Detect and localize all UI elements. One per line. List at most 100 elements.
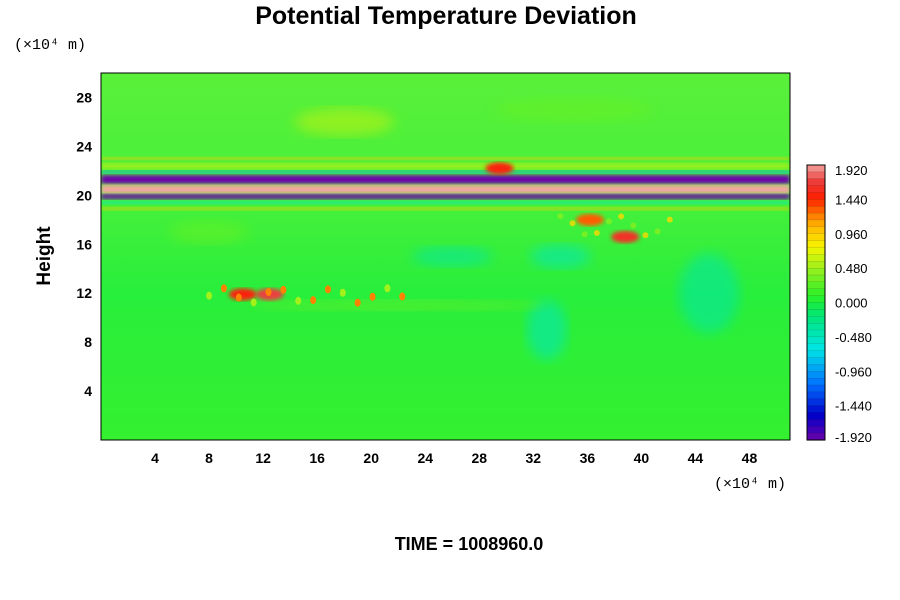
- field-filament: [581, 231, 588, 238]
- field-band: [101, 194, 790, 200]
- colorbar-swatch: [806, 309, 826, 317]
- y-tick-label: 28: [76, 89, 92, 105]
- chart-title: Potential Temperature Deviation: [255, 2, 637, 30]
- field-filament: [593, 230, 600, 237]
- colorbar-swatch: [806, 295, 826, 304]
- field-band-edge: [101, 170, 790, 174]
- colorbar-swatch: [806, 240, 826, 249]
- colorbar-swatch: [806, 164, 826, 173]
- field-filament: [235, 293, 242, 302]
- colorbar-labels: 1.920 1.440 0.960 0.480 0.000 -0.480 -0.960 -1.…: [835, 163, 872, 445]
- colorbar-swatch: [806, 350, 826, 359]
- x-tick-label: 12: [255, 450, 271, 466]
- colorbar-swatch: [806, 212, 826, 221]
- plot-frame: [100, 72, 791, 441]
- field-band: [101, 184, 790, 194]
- field-hotspot: [228, 288, 257, 301]
- x-tick-labels: 4 8 12 16 20 24 28 32 36 40 44 48: [151, 450, 757, 466]
- field-band-edge: [101, 201, 790, 205]
- colorbar: [806, 164, 826, 441]
- field-filament: [642, 232, 649, 239]
- x-tick-label: 40: [634, 450, 650, 466]
- colorbar-swatch: [806, 199, 826, 207]
- y-axis-label: Height: [34, 226, 55, 286]
- colorbar-swatch: [806, 274, 826, 283]
- field-filament: [666, 216, 673, 223]
- y-tick-label: 16: [76, 236, 92, 252]
- field-filament: [605, 218, 612, 225]
- x-tick-label: 20: [363, 450, 379, 466]
- colorbar-swatch: [806, 247, 826, 256]
- colorbar-swatch: [806, 426, 826, 434]
- field-soft-patch: [169, 220, 250, 245]
- field-filament: [250, 298, 257, 307]
- x-axis-unit: (×10⁴ m): [714, 476, 786, 493]
- field-filament: [280, 285, 287, 294]
- colorbar-swatch: [806, 316, 826, 324]
- x-tick-label: 48: [742, 450, 758, 466]
- colorbar-swatch: [806, 219, 826, 228]
- colorbar-swatch: [806, 206, 826, 214]
- colorbar-swatch: [806, 226, 826, 235]
- field-hotspot: [576, 213, 605, 226]
- colorbar-label: 0.480: [835, 261, 868, 276]
- x-tick-label: 4: [151, 450, 159, 466]
- colorbar-swatch: [806, 336, 826, 345]
- colorbar-swatch: [806, 412, 826, 421]
- colorbar-swatch: [806, 322, 826, 331]
- field-filament: [399, 292, 406, 301]
- field-soft-patch: [493, 97, 654, 122]
- field-band-edge: [101, 157, 790, 161]
- y-tick-label: 12: [76, 285, 92, 301]
- field-filament: [369, 292, 376, 301]
- colorbar-label: 0.960: [835, 227, 868, 242]
- colorbar-swatch: [806, 357, 826, 366]
- field-filament: [630, 222, 637, 229]
- heatmap-field: [101, 73, 790, 440]
- y-tick-labels: 4 8 12 16 20 24 28: [76, 89, 92, 399]
- colorbar-swatch: [806, 419, 826, 427]
- colorbar-label: -1.440: [835, 399, 872, 414]
- colorbar-frame: [806, 164, 826, 441]
- field-filament: [295, 296, 302, 305]
- colorbar-swatch: [806, 233, 826, 242]
- field-soft-patch: [294, 107, 395, 136]
- x-tick-label: 28: [471, 450, 487, 466]
- field-band: [101, 174, 790, 184]
- field-filament: [265, 288, 272, 297]
- colorbar-label: -0.960: [835, 364, 872, 379]
- colorbar-swatch: [806, 192, 826, 201]
- field-filament: [569, 220, 576, 227]
- field-filament: [384, 284, 391, 293]
- field-soft-patch: [412, 246, 493, 267]
- field-features: [101, 97, 790, 360]
- colorbar-swatch: [806, 185, 826, 194]
- field-filament: [354, 298, 361, 307]
- field-soft-patch: [526, 299, 567, 360]
- colorbar-swatch: [806, 364, 826, 372]
- colorbar-label: 0.000: [835, 296, 868, 311]
- field-soft-patch: [530, 244, 591, 269]
- field-filament: [310, 296, 317, 305]
- colorbar-label: 1.920: [835, 163, 868, 178]
- field-filament: [654, 228, 661, 235]
- colorbar-swatch: [806, 254, 826, 262]
- colorbar-swatch: [806, 329, 826, 338]
- y-tick-label: 20: [76, 187, 92, 203]
- field-band: [101, 162, 790, 169]
- colorbar-swatch: [806, 171, 826, 180]
- colorbar-swatch: [806, 432, 826, 441]
- x-tick-label: 16: [309, 450, 325, 466]
- colorbar-swatch: [806, 384, 826, 393]
- field-hotspot: [485, 162, 514, 175]
- field-filament: [339, 288, 346, 297]
- colorbar-swatch: [806, 371, 826, 379]
- colorbar-swatch: [806, 178, 826, 187]
- field-filament: [618, 213, 625, 220]
- y-tick-label: 24: [76, 138, 92, 154]
- field-filament: [324, 285, 331, 294]
- field-soft-patch: [248, 300, 549, 311]
- colorbar-swatch: [806, 261, 826, 269]
- field-filament: [206, 291, 213, 300]
